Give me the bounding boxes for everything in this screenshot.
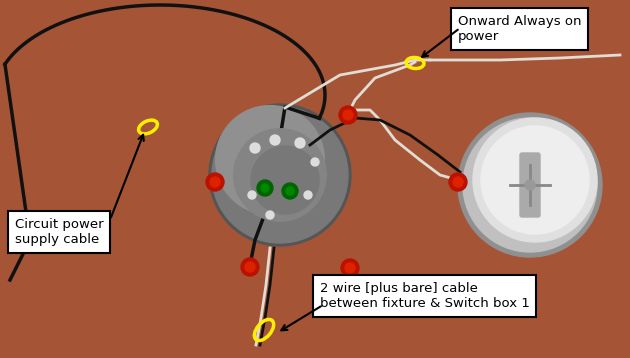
Circle shape	[481, 126, 589, 234]
Circle shape	[473, 118, 597, 242]
Circle shape	[458, 113, 602, 257]
Circle shape	[270, 135, 280, 145]
Circle shape	[449, 173, 467, 191]
Circle shape	[286, 187, 294, 195]
Circle shape	[282, 183, 298, 199]
Text: Circuit power
supply cable: Circuit power supply cable	[15, 218, 103, 246]
Circle shape	[345, 263, 355, 273]
Circle shape	[215, 106, 324, 214]
Circle shape	[463, 118, 597, 252]
Circle shape	[257, 180, 273, 196]
Circle shape	[266, 211, 274, 219]
Circle shape	[295, 138, 305, 148]
Circle shape	[248, 191, 256, 199]
Circle shape	[206, 173, 224, 191]
Circle shape	[241, 258, 259, 276]
Circle shape	[339, 106, 357, 124]
Circle shape	[210, 177, 220, 187]
Circle shape	[245, 262, 255, 272]
Circle shape	[261, 184, 269, 192]
Circle shape	[341, 259, 359, 277]
Circle shape	[250, 143, 260, 153]
Text: Onward Always on
power: Onward Always on power	[458, 15, 581, 43]
Circle shape	[311, 158, 319, 166]
Circle shape	[453, 177, 463, 187]
Circle shape	[304, 191, 312, 199]
Circle shape	[525, 180, 535, 190]
FancyBboxPatch shape	[520, 153, 540, 217]
Circle shape	[234, 129, 326, 221]
Text: 2 wire [plus bare] cable
between fixture & Switch box 1: 2 wire [plus bare] cable between fixture…	[320, 282, 530, 310]
Circle shape	[251, 146, 319, 214]
Circle shape	[212, 107, 348, 243]
Circle shape	[209, 104, 351, 246]
Circle shape	[343, 110, 353, 120]
